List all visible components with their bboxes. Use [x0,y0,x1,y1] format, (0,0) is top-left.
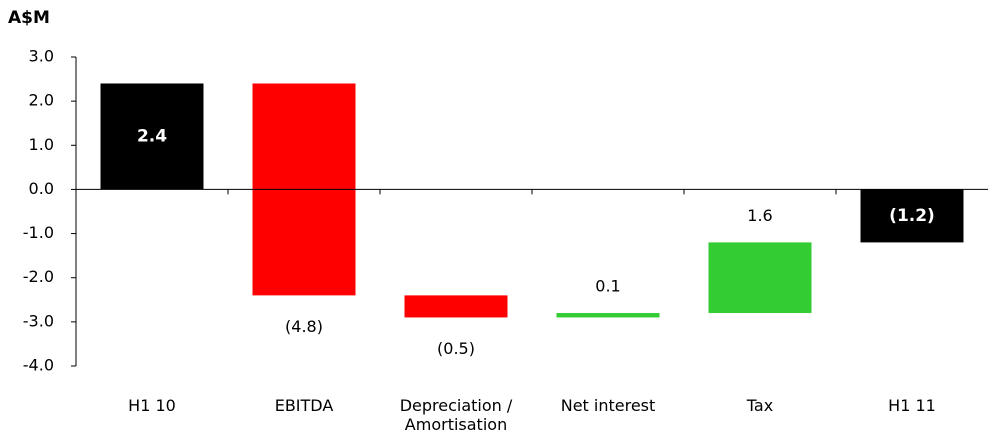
y-tick-label: 1.0 [29,135,54,154]
x-tick-label: H1 11 [888,396,936,415]
x-tick-label: Net interest [560,396,656,415]
value-label: (1.2) [889,206,935,226]
bar [404,295,508,318]
y-tick-label: 2.0 [29,91,54,110]
x-tick-label: Tax [746,396,774,415]
value-label: 2.4 [137,126,167,146]
value-label: 1.6 [747,206,772,225]
bar [708,242,812,314]
x-tick-label: Depreciation / Amortisation [399,396,513,434]
x-tick-label: EBITDA [274,396,334,415]
bar [556,313,660,318]
y-tick-label: 3.0 [29,47,54,66]
y-tick-label: -4.0 [23,356,54,375]
y-tick-label: -1.0 [23,223,54,242]
value-label: (4.8) [285,317,323,336]
y-tick-label: -2.0 [23,267,54,286]
y-tick-label: 0.0 [29,179,54,198]
x-tick-label: H1 10 [128,396,176,415]
y-tick-label: -3.0 [23,311,54,330]
value-label: (0.5) [437,339,475,358]
value-label: 0.1 [595,277,620,296]
bar [100,83,204,190]
bar [860,189,964,243]
y-axis-label: A$M [8,8,50,28]
